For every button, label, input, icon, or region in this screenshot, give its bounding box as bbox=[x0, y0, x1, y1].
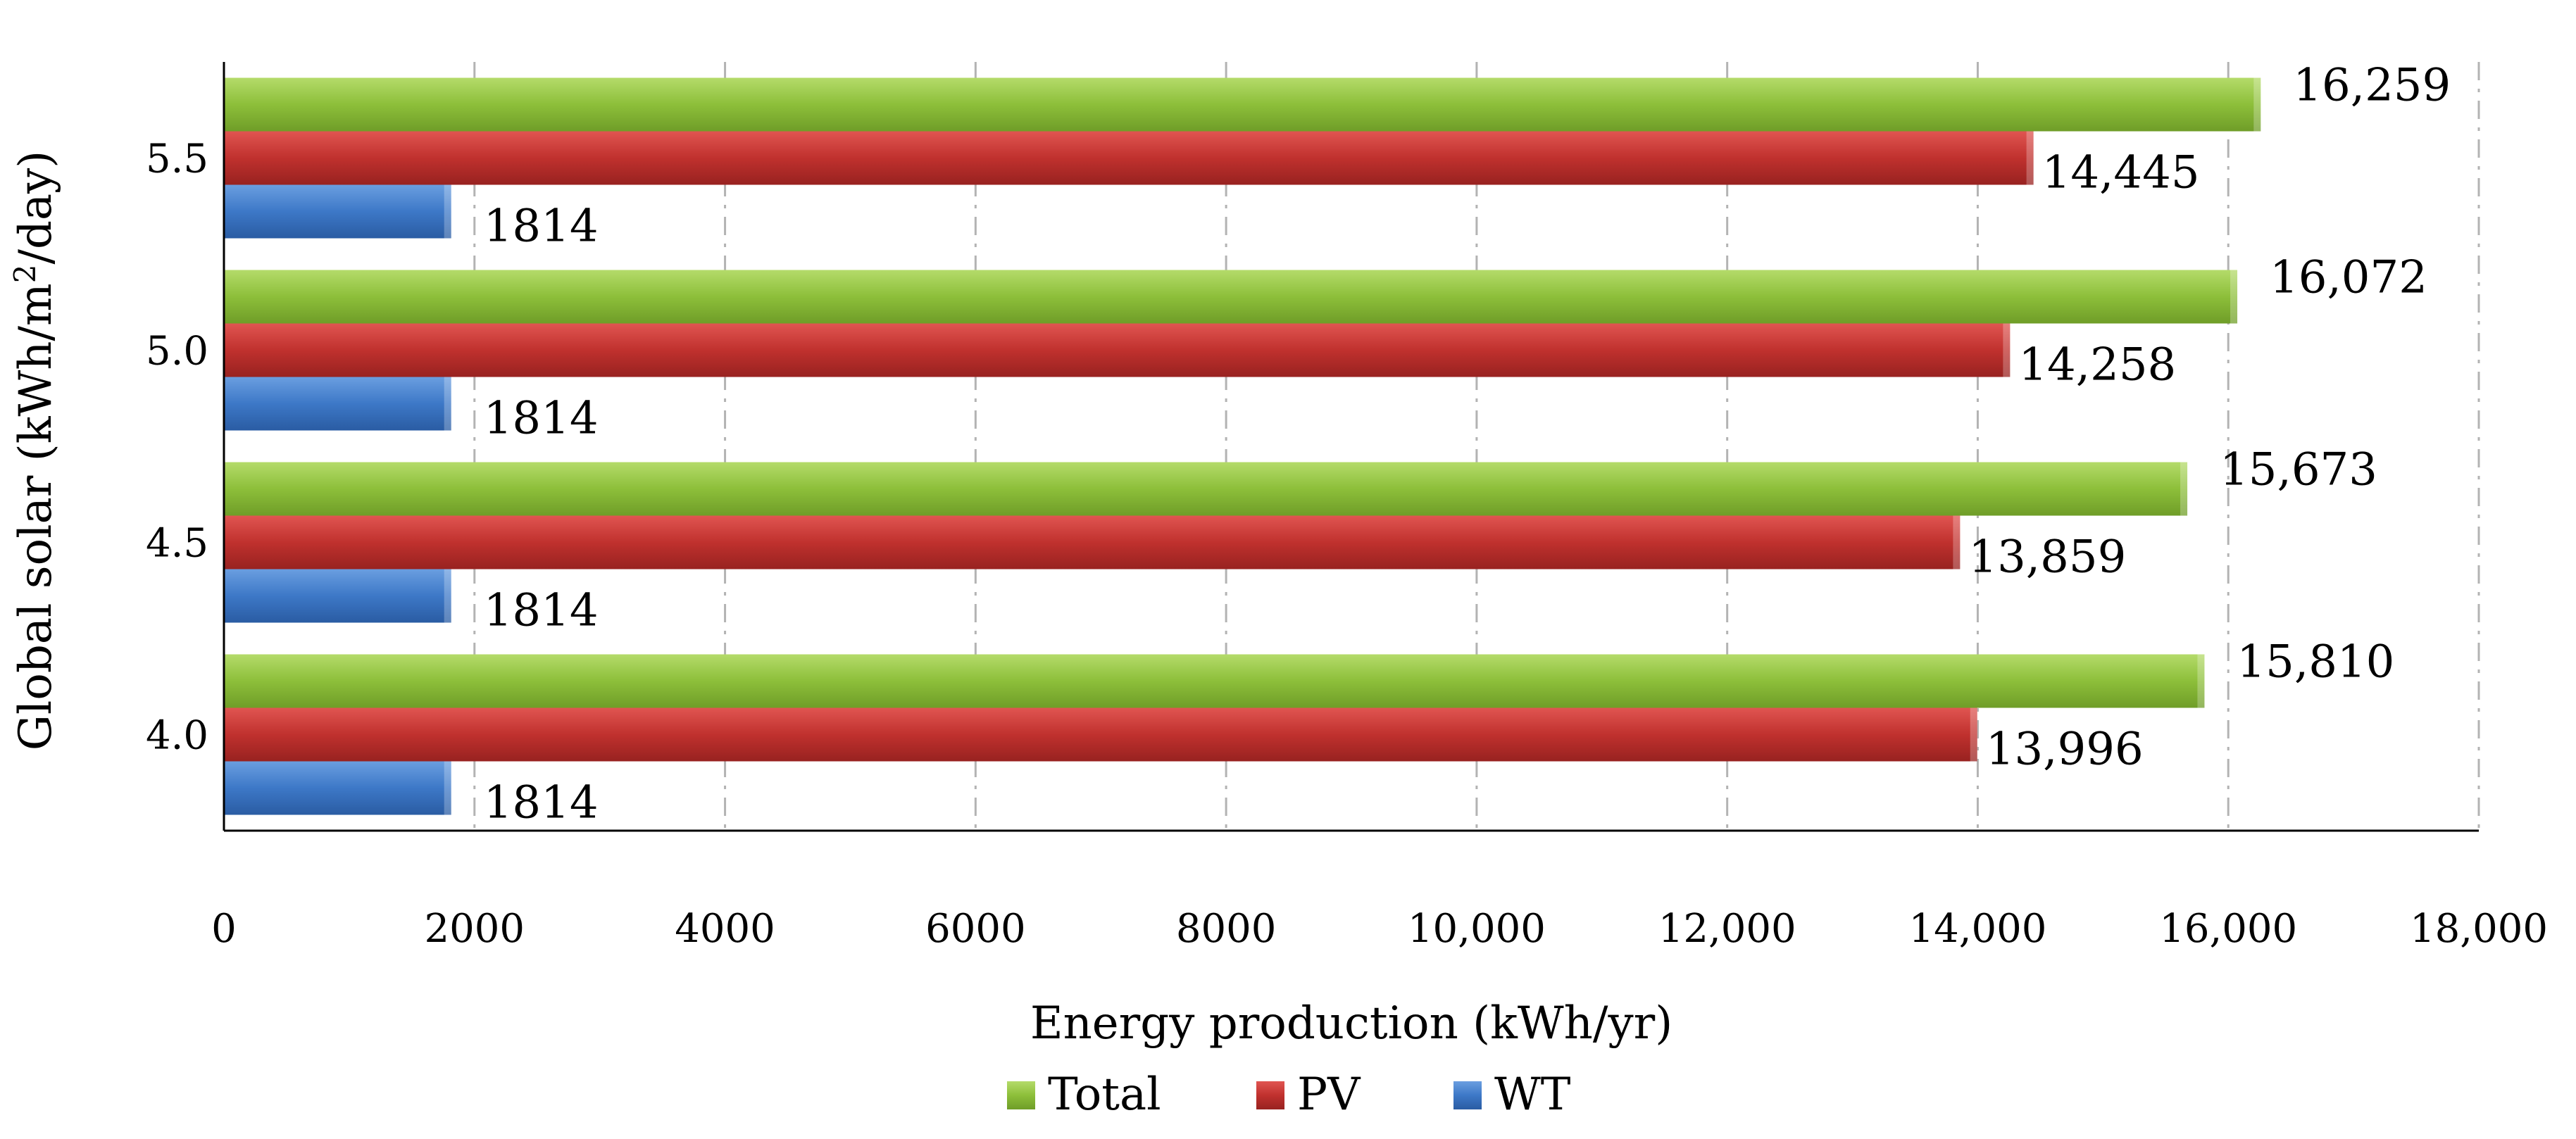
bar-wt bbox=[224, 377, 451, 431]
grid-lines bbox=[473, 62, 2480, 831]
value-label-pv: 13,996 bbox=[1986, 724, 2144, 776]
value-label-total: 16,259 bbox=[2293, 60, 2451, 112]
value-label-total: 16,072 bbox=[2270, 252, 2427, 304]
bar-total bbox=[224, 462, 2188, 516]
bar-end-highlight bbox=[2003, 323, 2011, 377]
x-tick-label: 10,000 bbox=[1408, 906, 1546, 952]
bar-wt bbox=[224, 569, 451, 623]
bar-total bbox=[224, 270, 2238, 324]
bar-end-highlight bbox=[1953, 515, 1961, 570]
legend: Total PV WT bbox=[1007, 1069, 1571, 1121]
legend-label-pv: PV bbox=[1297, 1069, 1361, 1121]
bars bbox=[224, 77, 2261, 815]
x-tick-label: 2000 bbox=[425, 906, 525, 952]
x-tick-label: 4000 bbox=[675, 906, 775, 952]
value-label-pv: 13,859 bbox=[1968, 531, 2126, 584]
x-axis-title: Energy production (kWh/yr) bbox=[1030, 998, 1672, 1050]
x-tick-label: 14,000 bbox=[1908, 906, 2046, 952]
bar-end-highlight bbox=[444, 761, 451, 815]
value-label-wt: 1814 bbox=[484, 585, 599, 637]
bar-end-highlight bbox=[2253, 77, 2261, 132]
x-tick-label: 0 bbox=[211, 906, 237, 952]
bar-end-highlight bbox=[2197, 654, 2205, 708]
y-tick-label: 5.0 bbox=[146, 329, 208, 375]
bar-end-highlight bbox=[2180, 462, 2188, 516]
x-tick-label: 16,000 bbox=[2159, 906, 2297, 952]
value-label-total: 15,810 bbox=[2237, 636, 2394, 688]
y-axis-title-prefix: Global solar (kWh/m bbox=[10, 283, 62, 750]
y-axis-title: Global solar (kWh/m2/day) bbox=[8, 151, 62, 751]
x-tick-label: 8000 bbox=[1176, 906, 1277, 952]
bar-end-highlight bbox=[444, 184, 451, 239]
bar-pv bbox=[224, 323, 2011, 377]
value-label-pv: 14,258 bbox=[2018, 339, 2176, 391]
bar-pv bbox=[224, 707, 1977, 762]
legend-swatch-pv bbox=[1256, 1081, 1284, 1109]
y-tick-label: 4.0 bbox=[146, 713, 208, 759]
y-tick-label: 4.5 bbox=[146, 521, 208, 567]
value-label-wt: 1814 bbox=[484, 777, 599, 829]
bar-end-highlight bbox=[2230, 270, 2238, 324]
y-axis-title-suffix: /day) bbox=[10, 151, 62, 265]
bar-total bbox=[224, 654, 2205, 708]
y-axis-title-sup: 2 bbox=[8, 265, 42, 284]
x-tick-label: 6000 bbox=[925, 906, 1026, 952]
bar-end-highlight bbox=[444, 569, 451, 623]
x-tick-label: 18,000 bbox=[2410, 906, 2548, 952]
bar-total bbox=[224, 77, 2261, 132]
y-tick-label: 5.5 bbox=[146, 137, 208, 182]
value-label-wt: 1814 bbox=[484, 393, 599, 445]
bar-end-highlight bbox=[444, 377, 451, 431]
labels: 0 2000 4000 6000 8000 10,000 12,000 14,000 16,00… bbox=[146, 60, 2548, 952]
bar-end-highlight bbox=[2026, 131, 2034, 185]
legend-label-wt: WT bbox=[1494, 1069, 1571, 1121]
bar-wt bbox=[224, 761, 451, 815]
legend-label-total: Total bbox=[1048, 1069, 1161, 1121]
axes bbox=[223, 62, 2479, 832]
value-label-total: 15,673 bbox=[2220, 444, 2377, 496]
bar-pv bbox=[224, 131, 2034, 185]
value-label-wt: 1814 bbox=[484, 201, 599, 253]
x-tick-label: 12,000 bbox=[1658, 906, 1796, 952]
bar-end-highlight bbox=[1970, 707, 1977, 762]
legend-swatch-total bbox=[1007, 1081, 1035, 1109]
bar-pv bbox=[224, 515, 1961, 570]
value-label-pv: 14,445 bbox=[2042, 147, 2200, 199]
bar-wt bbox=[224, 184, 451, 239]
legend-swatch-wt bbox=[1453, 1081, 1482, 1109]
